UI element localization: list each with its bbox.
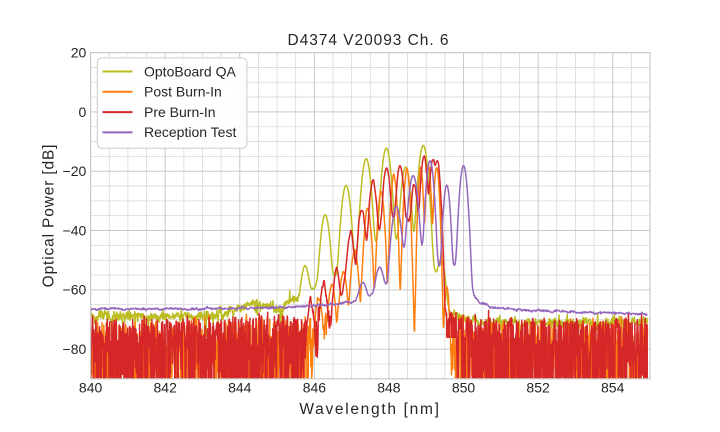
- svg-text:−80: −80: [63, 341, 87, 357]
- svg-text:−20: −20: [63, 163, 87, 179]
- svg-text:D4374 V20093 Ch. 6: D4374 V20093 Ch. 6: [288, 32, 450, 49]
- svg-text:848: 848: [377, 380, 401, 396]
- svg-text:844: 844: [228, 380, 252, 396]
- svg-text:−40: −40: [63, 222, 87, 238]
- svg-text:Reception Test: Reception Test: [144, 124, 236, 140]
- svg-text:846: 846: [303, 380, 327, 396]
- svg-text:842: 842: [154, 380, 178, 396]
- svg-text:Wavelength [nm]: Wavelength [nm]: [299, 401, 440, 418]
- svg-text:Pre Burn-In: Pre Burn-In: [144, 104, 216, 120]
- svg-text:OptoBoard QA: OptoBoard QA: [144, 63, 236, 79]
- svg-text:850: 850: [452, 380, 476, 396]
- svg-text:854: 854: [601, 380, 625, 396]
- svg-text:Optical Power [dB]: Optical Power [dB]: [41, 144, 58, 288]
- svg-text:−60: −60: [63, 282, 87, 298]
- svg-text:840: 840: [79, 380, 103, 396]
- svg-text:20: 20: [71, 45, 87, 61]
- svg-text:Post Burn-In: Post Burn-In: [144, 84, 222, 100]
- svg-text:0: 0: [79, 104, 87, 120]
- svg-text:852: 852: [526, 380, 550, 396]
